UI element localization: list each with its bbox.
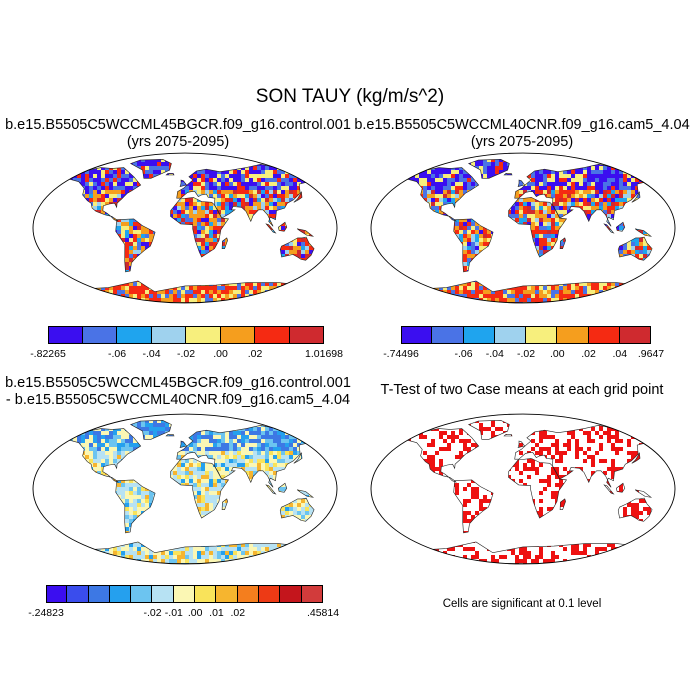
colorbar-bottom-left [46,585,323,603]
colorbar-tick-label: -.04 [485,348,504,360]
colorbar-tick-label: -.02 [143,607,162,619]
colorbar-tick-label: -.02 [516,348,536,360]
colorbar-swatch [289,326,324,344]
colorbar-swatch [195,585,217,603]
colorbar-swatch [301,585,323,603]
colorbar-tick-label: .04 [612,348,628,360]
colorbar-tick-label: 1.01698 [305,348,343,360]
panel-title-top-right-line2: (yrs 2075-2095) [470,134,574,150]
colorbar-ticks-bottom-left: -.24823 -.02 -.01 .00 .01 .02 .45814 [28,607,339,621]
figure-title: SON TAUY (kg/m/s^2) [255,86,445,107]
colorbar-tick-label: .9647 [637,348,665,360]
colorbar-swatch [280,585,302,603]
panel-title-bottom-left-line2: - b.e15.B5505C5WCCML40CNR.f09_g16.cam5_4… [5,392,351,408]
panel-title-top-right-line1: b.e15.B5505C5WCCML40CNR.f09_g16.cam5_4.0… [354,117,690,133]
colorbar-top-left [48,326,324,344]
colorbar-swatch [255,326,290,344]
colorbar-swatch [173,585,196,603]
significance-note: Cells are significant at 0.1 level [442,598,602,610]
panel-title-top-left: b.e15.B5505C5WCCML45BGCR.f09_g16.control… [0,117,356,151]
colorbar-swatch [401,326,433,344]
colorbar-tick-label: -.02 [176,348,196,360]
colorbar-tick-label: .02 [247,348,263,360]
colorbar-tick-label: .02 [581,348,596,360]
colorbar-ticks-top-left: -.82265 -.06 -.04 -.02 .00 .02 1.01698 [30,348,343,362]
colorbar-ticks-top-right: -.74496 -.06 -.04 -.02 .00 .02 .04 .9647 [383,348,664,362]
colorbar-swatch [216,585,238,603]
colorbar-swatch [131,585,153,603]
colorbar-tick-label: -.74496 [383,348,419,360]
colorbar-swatch [588,326,620,344]
panel-title-bottom-right: T-Test of two Case means at each grid po… [380,382,664,398]
colorbar-swatch [619,326,651,344]
colorbar-swatch [220,326,255,344]
map-bottom-left [32,413,338,565]
map-top-left [32,152,338,304]
colorbar-tick-label: -.06 [107,348,127,360]
colorbar-swatch [109,585,132,603]
colorbar-swatch [48,326,83,344]
colorbar-swatch [88,585,110,603]
colorbar-tick-label: .00 [213,348,228,360]
colorbar-tick-label: -.24823 [28,607,64,619]
colorbar-swatch [117,326,152,344]
panel-title-bottom-left-line1: b.e15.B5505C5WCCML45BGCR.f09_g16.control… [5,375,351,391]
colorbar-swatch [186,326,221,344]
colorbar-tick-label: -.01 [164,607,183,619]
colorbar-swatch [557,326,589,344]
panel-title-top-right: b.e15.B5505C5WCCML40CNR.f09_g16.cam5_4.0… [344,117,700,151]
colorbar-swatch [46,585,68,603]
colorbar-tick-label: -.04 [142,348,161,360]
colorbar-tick-label: -.82265 [30,348,66,360]
colorbar-tick-label: .02 [230,607,246,619]
colorbar-swatch [258,585,281,603]
colorbar-top-right [401,326,651,344]
colorbar-swatch [463,326,495,344]
colorbar-tick-label: .45814 [306,607,340,619]
map-top-right [370,152,676,304]
colorbar-tick-label: .00 [549,348,565,360]
colorbar-tick-label: .00 [187,607,203,619]
colorbar-tick-label: .01 [209,607,224,619]
colorbar-swatch [151,326,186,344]
map-bottom-right [370,413,676,565]
colorbar-tick-label: -.06 [454,348,473,360]
panel-title-bottom-left: b.e15.B5505C5WCCML45BGCR.f09_g16.control… [0,375,356,409]
colorbar-swatch [237,585,259,603]
panel-title-top-left-line2: (yrs 2075-2095) [126,134,230,150]
colorbar-swatch [82,326,117,344]
panel-title-top-left-line1: b.e15.B5505C5WCCML45BGCR.f09_g16.control… [5,117,351,133]
colorbar-swatch [152,585,174,603]
colorbar-swatch [494,326,526,344]
colorbar-swatch [432,326,464,344]
colorbar-swatch [526,326,558,344]
colorbar-swatch [67,585,89,603]
